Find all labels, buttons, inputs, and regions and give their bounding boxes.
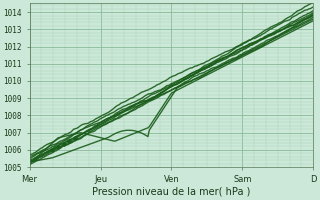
X-axis label: Pression niveau de la mer( hPa ): Pression niveau de la mer( hPa ) bbox=[92, 187, 251, 197]
